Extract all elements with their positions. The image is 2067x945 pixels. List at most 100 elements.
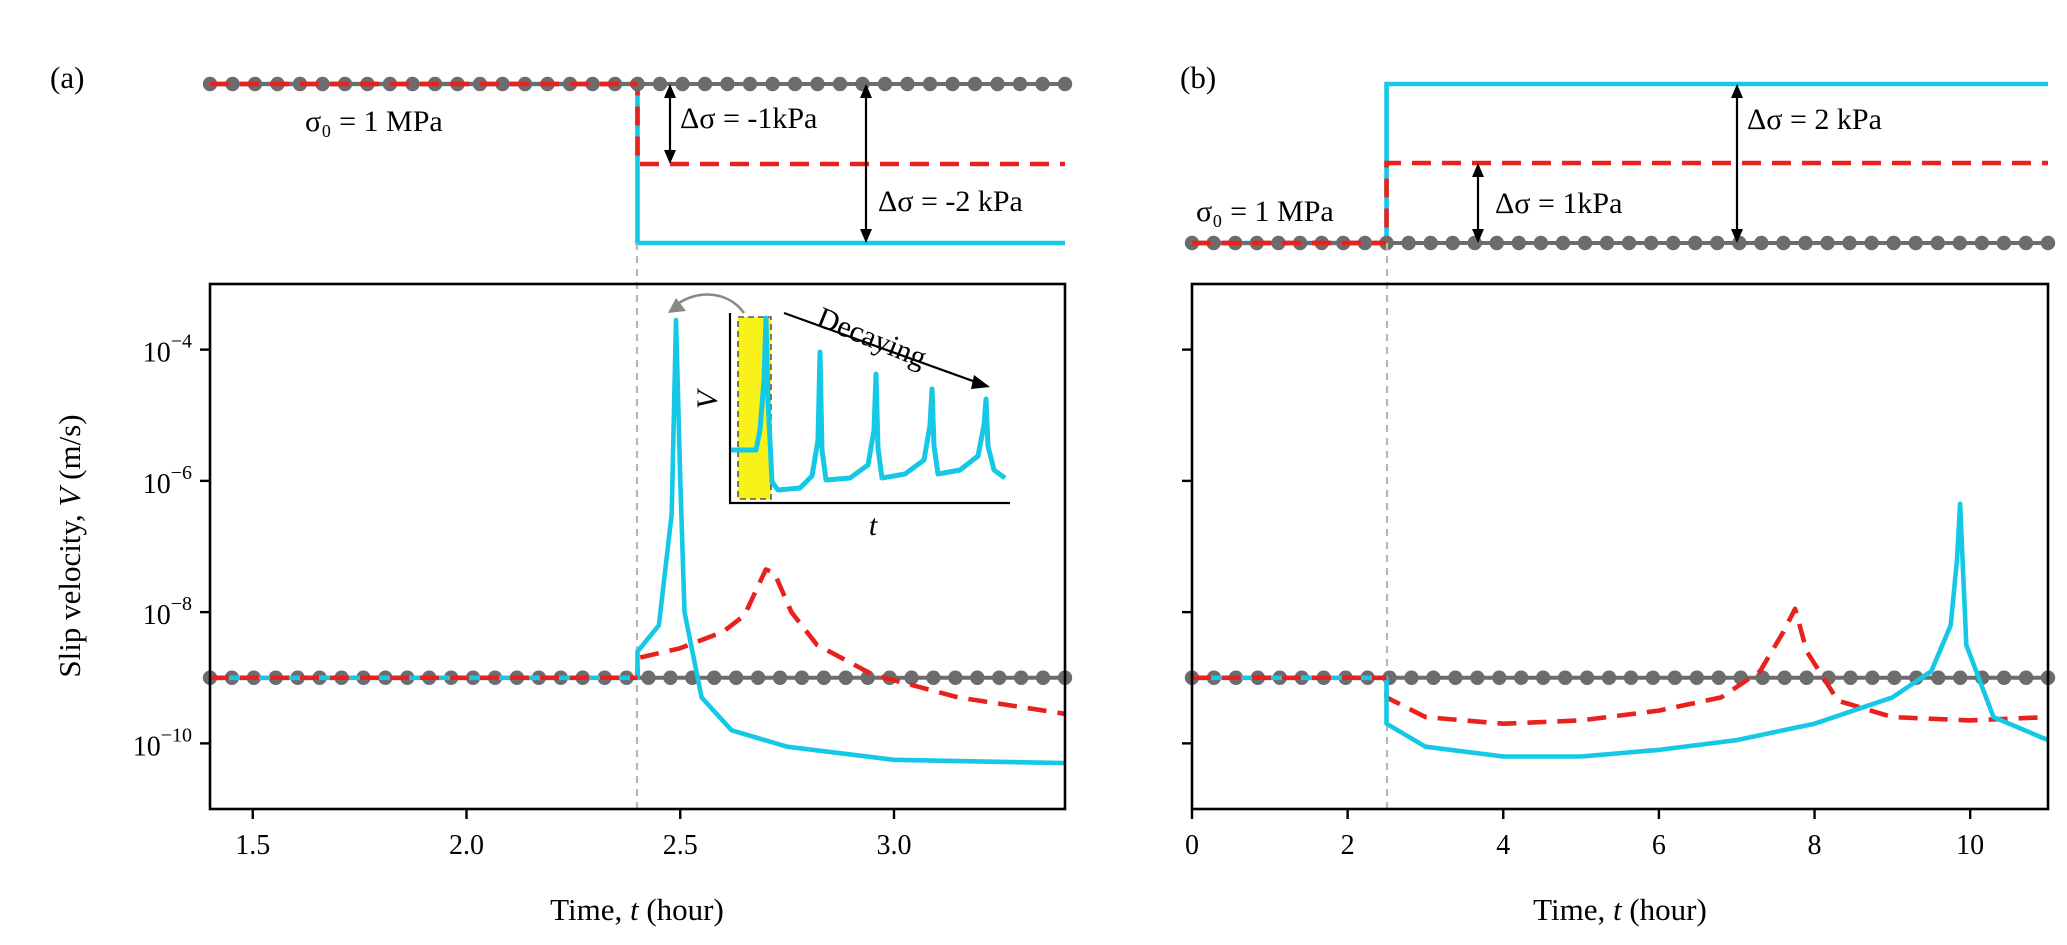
stress-reference-marker [1886, 235, 1901, 251]
reference-series-marker [1645, 670, 1661, 685]
stress-arrow-delta1 [1472, 163, 1484, 243]
stress-reference-marker [990, 76, 1005, 92]
stress-reference-marker [1599, 235, 1615, 251]
panel-a-y-axis-title: Slip velocity, V (m/s) [52, 414, 87, 677]
panel-b-axes-frame [1190, 282, 2050, 811]
reference-series-marker [926, 670, 941, 685]
stress-reference-marker [1445, 235, 1460, 251]
stress-reference-pre-marker [405, 76, 420, 92]
reference-series-marker [1535, 670, 1551, 685]
inset-decaying-arrow [783, 311, 985, 387]
stress-reference-marker [720, 76, 735, 92]
panel-a-x-axis-title: Time, t (hour) [550, 892, 724, 927]
stress-reference-marker [1489, 235, 1504, 251]
reference-series-marker [1887, 670, 1902, 685]
stress-reference-marker [1057, 76, 1073, 92]
reference-series-marker [1777, 670, 1792, 685]
inset-link-arrow [675, 293, 746, 314]
inset-highlight-outline [737, 316, 772, 500]
stress-reference-marker [1996, 235, 2012, 251]
x-tick-label: 10 [1956, 830, 1984, 861]
y-title-var: V [52, 485, 87, 507]
reference-series-marker [1601, 670, 1617, 685]
reference-series-marker [992, 670, 1007, 685]
reference-series-marker [1865, 670, 1880, 685]
panel-b-x-ticks: 0 2 4 6 8 10 [1185, 809, 1984, 861]
reference-series-marker [1557, 670, 1573, 685]
stress-reference-marker [1908, 235, 1923, 251]
stress-reference-marker [945, 76, 960, 92]
stress-reference-marker [1842, 235, 1857, 251]
reference-series-marker [1035, 670, 1051, 685]
panel-b-stress-schematic [1184, 81, 2056, 251]
reference-series-marker [1689, 670, 1705, 685]
stress-reference-marker [922, 76, 938, 92]
reference-series-marker [1843, 670, 1858, 685]
stress-reference-pre-marker [495, 76, 510, 92]
panel-a-stress-schematic [202, 76, 1073, 246]
stress-reference-marker [1423, 235, 1438, 251]
stress-reference-marker [765, 76, 780, 92]
reference-series-marker [772, 670, 788, 685]
reference-series-marker [750, 670, 766, 685]
reference-series-marker [1799, 670, 1814, 685]
reference-series-marker [707, 670, 722, 685]
panel-a-delta1-label: Δσ = -1kPa [680, 102, 817, 135]
stress-reference-marker [1035, 76, 1050, 92]
reference-series-marker [838, 670, 853, 685]
inset-link-arrowhead [668, 298, 686, 313]
stress-reference-marker [1577, 235, 1593, 251]
y-tick-label: 10−10 [133, 724, 192, 762]
stress-reference-marker [2018, 235, 2034, 251]
stress-reference-marker [967, 76, 983, 92]
x-tick-label: 2 [1341, 830, 1355, 861]
y-tick-label: 10−6 [143, 462, 192, 500]
stress-reference-marker [1820, 235, 1835, 251]
reference-series-marker [1514, 670, 1529, 685]
stress-reference-marker [1511, 235, 1527, 251]
series-line-2 [1192, 501, 2049, 759]
y-tick-label: 10−4 [143, 331, 192, 369]
panel-b-plot-area [1184, 501, 2056, 759]
stress-reference-marker [787, 76, 803, 92]
stress-reference-pre-marker [1206, 235, 1221, 251]
reference-series-marker [948, 670, 963, 685]
panel-a-inset: t V Decaying [668, 293, 1010, 542]
stress-reference-marker [1710, 235, 1725, 251]
reference-series-marker [1492, 670, 1507, 685]
x-title-var: t [1613, 892, 1623, 927]
stress-reference-marker [1776, 235, 1791, 251]
stress-reference-marker [877, 76, 893, 92]
panel-b-delta2-label: Δσ = 2 kPa [1747, 103, 1882, 136]
reference-series-marker [641, 670, 656, 685]
stress-reference-marker [1643, 235, 1659, 251]
panel-b-y-ticks [1182, 348, 1192, 745]
y-title-prefix: Slip velocity, [52, 507, 87, 678]
reference-series-marker [1426, 670, 1441, 685]
series-line-2 [210, 317, 1066, 766]
panel-a-label: (a) [50, 60, 84, 95]
reference-series-marker [1953, 670, 1968, 685]
series-line-1 [1192, 606, 2049, 726]
x-tick-label: 4 [1496, 830, 1510, 861]
panel-a-x-ticks: 1.5 2.0 2.5 3.0 [235, 809, 912, 861]
stress-reference-marker [1864, 235, 1879, 251]
stress-reference-marker [1754, 235, 1769, 251]
stress-reference-marker [742, 76, 758, 92]
stress-reference-pre-marker [1357, 235, 1373, 251]
panel-a: (a) σ₀ = 1 MPa Δσ = -1kPa Δσ = -2 kPa 1.… [50, 60, 1073, 927]
panel-b-x-axis-title: Time, t (hour) [1533, 892, 1707, 927]
x-title-var: t [630, 892, 640, 927]
stress-reference-marker [810, 76, 825, 92]
panel-a-axes-frame [208, 282, 1067, 811]
x-title-prefix: Time, [1533, 892, 1613, 927]
stress-reference-marker [675, 76, 690, 92]
inset-velocity-curve [730, 315, 1007, 493]
reference-series-marker [1623, 670, 1639, 685]
panel-b-sigma0-label: σ₀ = 1 MPa [1196, 195, 1334, 228]
stress-reference-marker [652, 76, 668, 92]
reference-series-marker [1470, 670, 1485, 685]
inset-decaying-arrowhead [971, 375, 990, 389]
x-tick-label: 1.5 [235, 830, 270, 861]
